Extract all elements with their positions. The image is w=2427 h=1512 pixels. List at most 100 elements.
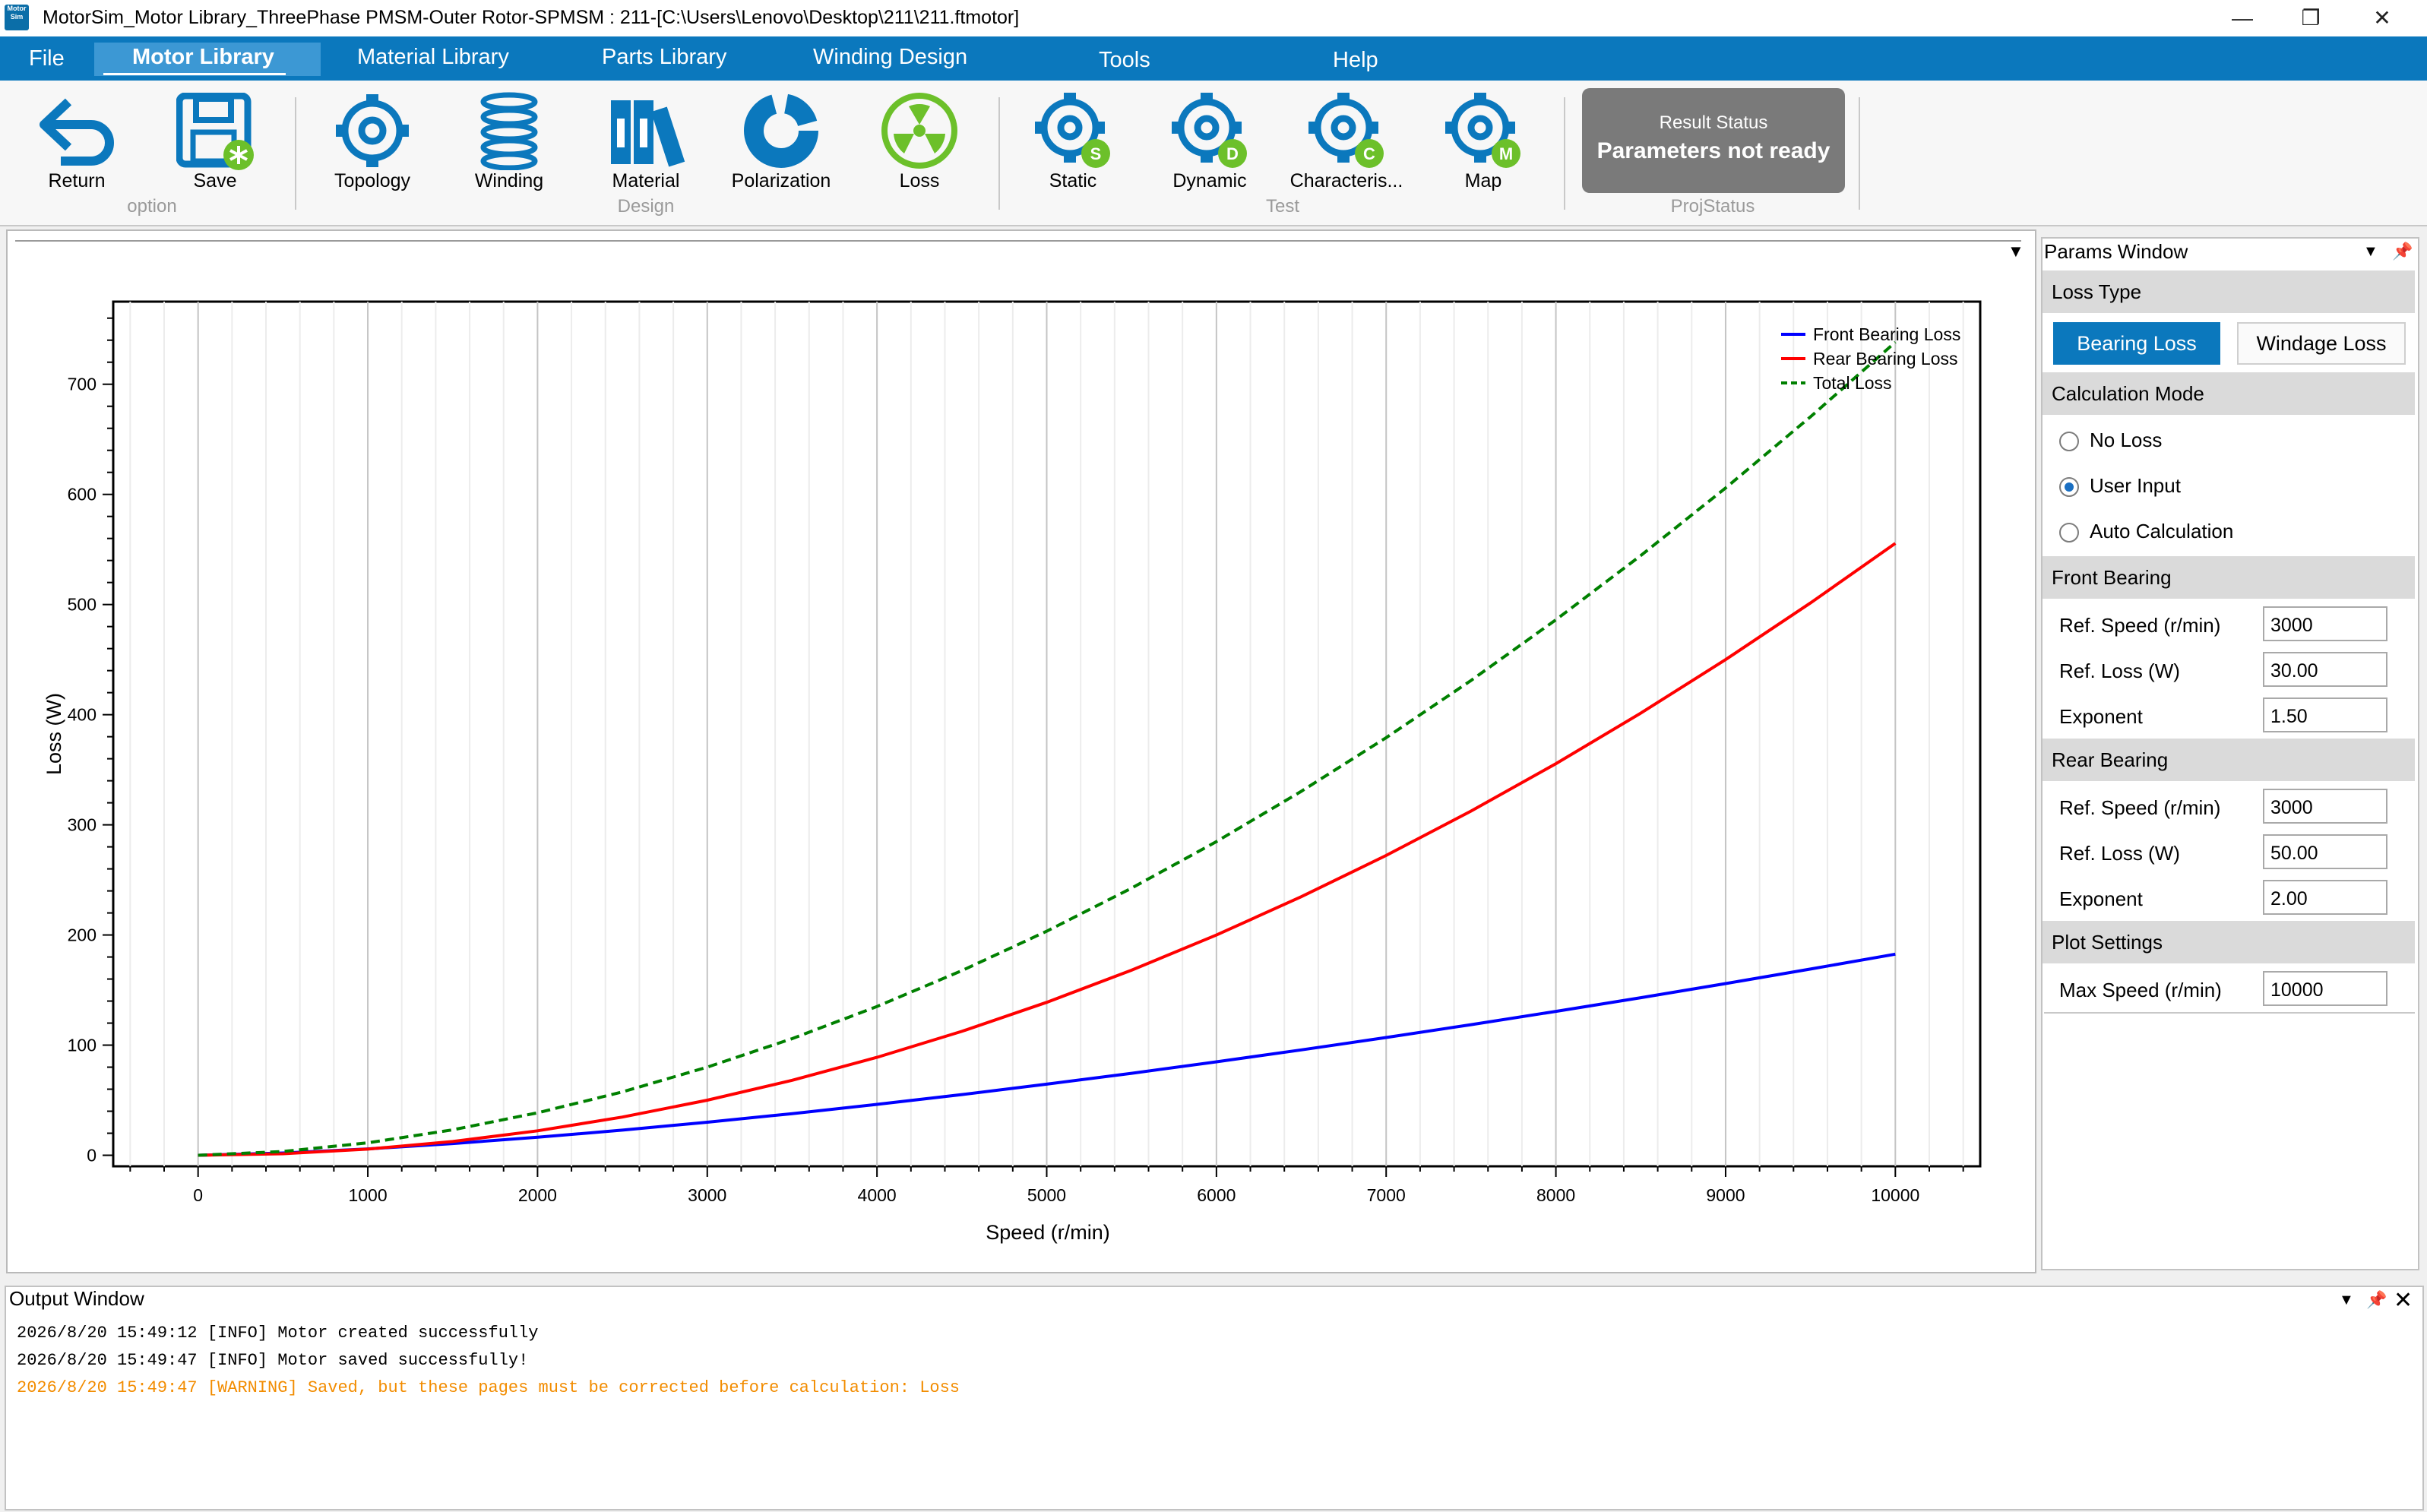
y-axis-label: Loss (W) [43, 693, 65, 775]
rear-ref-loss-label: Ref. Loss (W) [2059, 842, 2180, 865]
radio-auto-calculation[interactable] [2059, 523, 2079, 542]
series-line-rear-bearing-loss [198, 542, 1897, 1157]
calc-mode-header: Calculation Mode [2043, 372, 2415, 415]
front-ref-loss-input[interactable]: 30.00 [2263, 652, 2387, 687]
ribbon-separator [1564, 97, 1565, 210]
y-tick-label: 500 [68, 595, 97, 615]
legend-label: Total Loss [1813, 373, 1892, 393]
front-ref-speed-input[interactable]: 3000 [2263, 606, 2387, 641]
minimize-button[interactable]: — [2232, 6, 2253, 30]
dynamic-test-button[interactable]: D Dynamic [1157, 91, 1263, 198]
menu-motor-library[interactable]: Motor Library [132, 45, 274, 69]
log-line-warning: 2026/8/20 15:49:47 [WARNING] Saved, but … [17, 1378, 960, 1397]
x-tick-label: 7000 [1367, 1185, 1406, 1205]
y-tick-label: 400 [68, 705, 97, 725]
tab-dropdown-icon[interactable]: ▼ [2008, 242, 2024, 261]
material-button[interactable]: Material [593, 91, 699, 198]
x-tick-label: 5000 [1027, 1185, 1066, 1205]
x-tick-label: 0 [193, 1185, 203, 1205]
menu-active-highlight [94, 43, 321, 76]
title-bar: Motor Sim MotorSim_Motor Library_ThreePh… [0, 0, 2427, 36]
return-button[interactable]: Return [35, 94, 119, 198]
close-icon[interactable]: ✕ [2394, 1288, 2413, 1313]
group-design-label: Design [617, 196, 675, 217]
x-axis-label: Speed (r/min) [986, 1221, 1110, 1244]
y-tick-label: 200 [68, 925, 97, 945]
x-tick-label: 8000 [1536, 1185, 1575, 1205]
params-dropdown-icon[interactable]: ▼ [2363, 243, 2378, 260]
gear-dynamic-icon: D [1172, 93, 1247, 168]
x-tick-label: 6000 [1197, 1185, 1236, 1205]
log-line: 2026/8/20 15:49:12 [INFO] Motor created … [17, 1324, 539, 1343]
rear-ref-loss-input[interactable]: 50.00 [2263, 834, 2387, 869]
menu-active-underline [103, 73, 286, 75]
material-label: Material [612, 170, 680, 191]
coil-spring-icon [480, 92, 538, 170]
loss-type-header: Loss Type [2043, 270, 2415, 313]
gear-characteristics-icon: C [1308, 93, 1384, 168]
menu-help[interactable]: Help [1333, 48, 1378, 72]
menu-tools[interactable]: Tools [1099, 48, 1150, 72]
close-button[interactable]: ✕ [2373, 6, 2391, 30]
topology-label: Topology [334, 170, 411, 191]
characteristics-label: Characteris... [1289, 170, 1403, 191]
return-arrow-icon [40, 98, 114, 166]
menu-material-library[interactable]: Material Library [357, 45, 509, 69]
window-title: MotorSim_Motor Library_ThreePhase PMSM-O… [43, 7, 1020, 28]
menu-winding-design[interactable]: Winding Design [813, 45, 968, 69]
return-label: Return [48, 170, 106, 191]
windage-loss-tab[interactable]: Windage Loss [2237, 322, 2406, 365]
front-exponent-label: Exponent [2059, 705, 2143, 728]
x-tick-label: 1000 [348, 1185, 387, 1205]
pin-icon[interactable]: 📌 [2392, 242, 2413, 261]
loss-label: Loss [899, 170, 940, 191]
radio-label: No Loss [2090, 429, 2163, 451]
menu-bar [0, 36, 2427, 81]
topology-button[interactable]: Topology [319, 91, 426, 198]
front-exponent-input[interactable]: 1.50 [2263, 697, 2387, 732]
characteristics-test-button[interactable]: C Characteris... [1289, 91, 1404, 198]
gear-static-icon: S [1035, 93, 1110, 168]
result-status-value: Parameters not ready [1596, 138, 1831, 163]
restore-button[interactable]: ❐ [2301, 6, 2321, 30]
plot-settings-header: Plot Settings [2043, 921, 2415, 963]
result-status-panel: Result Status Parameters not ready [1582, 88, 1845, 193]
radio-no-loss[interactable] [2059, 432, 2079, 451]
loss-button[interactable]: Loss [866, 91, 973, 198]
series-line-front-bearing-loss [198, 952, 1896, 1157]
front-bearing-header: Front Bearing [2043, 556, 2415, 599]
rear-ref-speed-input[interactable]: 3000 [2263, 789, 2387, 824]
polarization-button[interactable]: Polarization [722, 91, 840, 198]
params-window-title: Params Window [2044, 240, 2188, 263]
map-test-button[interactable]: M Map [1430, 91, 1536, 198]
winding-button[interactable]: Winding [456, 91, 562, 198]
static-test-button[interactable]: S Static [1020, 91, 1126, 198]
svg-text:C: C [1363, 144, 1375, 163]
group-projstatus-label: ProjStatus [1670, 196, 1755, 217]
radio-user-input[interactable] [2059, 477, 2079, 497]
x-tick-label: 9000 [1706, 1185, 1745, 1205]
donut-chart-icon [744, 93, 818, 168]
save-button[interactable]: Save [173, 91, 257, 198]
bearing-loss-tab[interactable]: Bearing Loss [2053, 322, 2220, 365]
menu-file[interactable]: File [29, 46, 65, 71]
app-logo: Motor Sim [5, 5, 29, 30]
rear-ref-speed-label: Ref. Speed (r/min) [2059, 796, 2221, 819]
y-tick-label: 700 [68, 375, 97, 394]
max-speed-input[interactable]: 10000 [2263, 971, 2387, 1006]
menu-parts-library[interactable]: Parts Library [602, 45, 727, 69]
group-option-label: option [127, 196, 177, 217]
y-tick-label: 600 [68, 485, 97, 505]
rear-exponent-label: Exponent [2059, 887, 2143, 910]
ribbon-separator [295, 97, 296, 210]
document-tab-strip [15, 240, 2021, 269]
y-tick-label: 100 [68, 1036, 97, 1055]
output-dropdown-icon[interactable]: ▼ [2339, 1292, 2354, 1308]
pin-icon[interactable]: 📌 [2366, 1290, 2387, 1309]
svg-text:S: S [1090, 144, 1102, 163]
x-tick-label: 10000 [1871, 1185, 1919, 1205]
group-test-label: Test [1265, 196, 1299, 217]
params-divider [2044, 1012, 2415, 1014]
output-window-title: Output Window [9, 1287, 144, 1310]
rear-exponent-input[interactable]: 2.00 [2263, 880, 2387, 915]
